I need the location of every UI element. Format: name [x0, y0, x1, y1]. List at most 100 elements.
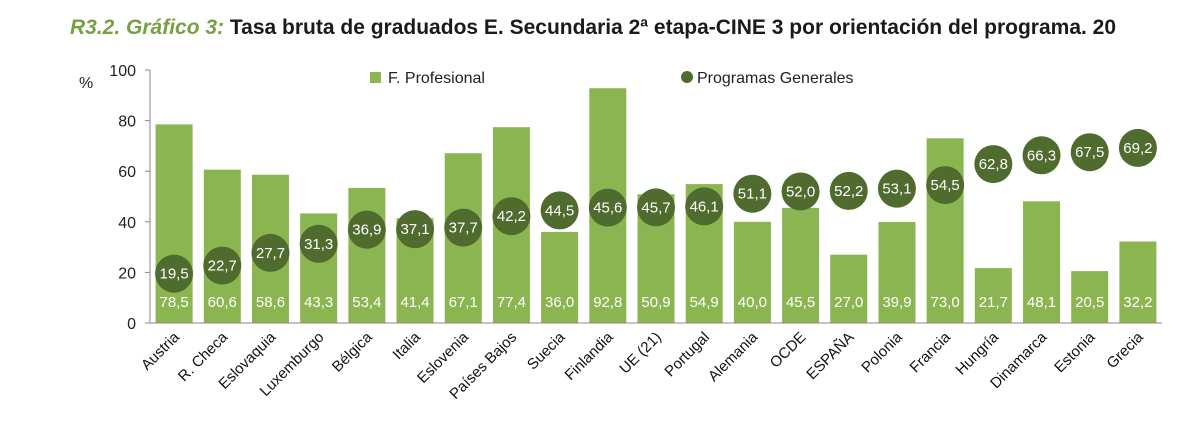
bar [782, 207, 820, 323]
bar [541, 231, 579, 323]
dot-value-label: 22,7 [208, 258, 237, 275]
bar-value-label: 32,2 [1123, 294, 1152, 311]
bar-value-label: 77,4 [497, 294, 526, 311]
bar-value-label: 48,1 [1027, 294, 1056, 311]
dot-marker [1118, 128, 1157, 167]
x-category-label: Finlandia [562, 328, 618, 384]
dot-value-label: 27,7 [256, 245, 285, 262]
dot-marker [588, 188, 627, 227]
chart-title-prefix: R3.2. Gráfico 3: [70, 16, 225, 39]
dot-marker [974, 145, 1013, 184]
bar [733, 221, 771, 323]
bar [203, 169, 241, 323]
x-category-label: OCDE [767, 329, 810, 372]
dot-value-label: 53,1 [882, 181, 911, 198]
dot-marker [203, 246, 242, 285]
bar-value-label: 67,1 [449, 294, 478, 311]
bar-value-label: 45,5 [786, 294, 815, 311]
y-tick-label: 0 [127, 316, 136, 333]
x-category-label: Francia [907, 328, 955, 376]
x-category-label: UE (21) [616, 329, 665, 378]
dot-value-label: 31,3 [304, 236, 333, 253]
dot-value-label: 51,1 [738, 186, 767, 203]
dot-value-label: 19,5 [159, 266, 188, 283]
dot-marker [877, 169, 916, 208]
dot-value-label: 44,5 [545, 202, 574, 219]
x-category-label: Grecia [1103, 328, 1147, 372]
bar [974, 268, 1012, 323]
dot-marker [492, 197, 531, 236]
dot-value-label: 42,2 [497, 208, 526, 225]
legend-label-bar: F. Profesional [388, 70, 485, 87]
dot-marker [685, 187, 724, 226]
dot-marker [347, 210, 386, 249]
dot-value-label: 69,2 [1123, 140, 1152, 157]
dot-value-label: 45,7 [641, 199, 670, 216]
bar-value-label: 36,0 [545, 294, 574, 311]
dot-value-label: 52,0 [786, 183, 815, 200]
dot-marker [1070, 133, 1109, 172]
dot-value-label: 36,9 [352, 222, 381, 239]
dot-marker [251, 233, 290, 272]
bar-value-label: 41,4 [400, 294, 429, 311]
legend-swatch-dot [681, 71, 693, 83]
dot-marker [829, 171, 868, 210]
dot-value-label: 66,3 [1027, 147, 1056, 164]
x-category-label: Bélgica [329, 328, 376, 375]
x-category-label: Italia [389, 328, 424, 363]
dot-value-label: 37,1 [400, 221, 429, 238]
bar [1119, 241, 1157, 323]
dot-marker [444, 208, 483, 247]
dot-marker [396, 210, 435, 249]
bar [878, 222, 916, 323]
bar-value-label: 58,6 [256, 294, 285, 311]
bar-value-label: 73,0 [931, 294, 960, 311]
bar-value-label: 50,9 [641, 294, 670, 311]
bar-value-label: 39,9 [882, 294, 911, 311]
chart-title-text: Tasa bruta de graduados E. Secundaria 2ª… [229, 16, 1117, 39]
bar [1071, 271, 1109, 323]
dot-value-label: 52,2 [834, 183, 863, 200]
y-tick-label: 80 [118, 114, 136, 131]
dot-value-label: 62,8 [979, 156, 1008, 173]
dot-marker [781, 172, 820, 211]
dot-value-label: 54,5 [931, 177, 960, 194]
x-category-label: Suecia [524, 328, 569, 373]
dot-value-label: 45,6 [593, 200, 622, 217]
bar [348, 187, 386, 323]
bar-value-label: 92,8 [593, 294, 622, 311]
dot-marker [637, 188, 675, 227]
x-category-label: Polonia [858, 328, 906, 376]
dot-marker [155, 254, 194, 293]
x-category-label: Alemania [705, 328, 762, 385]
bar [1023, 201, 1061, 323]
y-tick-label: 100 [109, 63, 136, 80]
x-category-label: ESPAÑA [803, 329, 857, 383]
bar-value-label: 43,3 [304, 294, 333, 311]
bar-value-label: 53,4 [352, 294, 381, 311]
dot-value-label: 67,5 [1075, 144, 1104, 161]
y-axis-label: % [79, 75, 93, 92]
legend-swatch-bar [370, 72, 381, 83]
bar-value-label: 21,7 [979, 294, 1008, 311]
bar-value-label: 27,0 [834, 294, 863, 311]
bar-value-label: 40,0 [738, 294, 767, 311]
dot-value-label: 46,1 [690, 198, 719, 215]
dot-value-label: 37,7 [449, 220, 478, 237]
y-tick-label: 40 [118, 215, 136, 232]
chart-title: R3.2. Gráfico 3: Tasa bruta de graduados… [70, 16, 1116, 40]
dot-marker [540, 191, 579, 230]
bar-value-label: 60,6 [208, 294, 237, 311]
bar-value-label: 20,5 [1075, 294, 1104, 311]
x-category-label: Austria [138, 328, 183, 373]
bar-value-label: 54,9 [690, 294, 719, 311]
bar [830, 254, 868, 323]
dot-marker [926, 166, 965, 205]
dot-marker [733, 174, 772, 213]
dot-marker [1022, 136, 1061, 175]
x-category-label: Estonia [1051, 328, 1099, 376]
dot-marker [299, 224, 338, 263]
y-tick-label: 20 [118, 265, 136, 282]
bar-value-label: 78,5 [159, 294, 188, 311]
